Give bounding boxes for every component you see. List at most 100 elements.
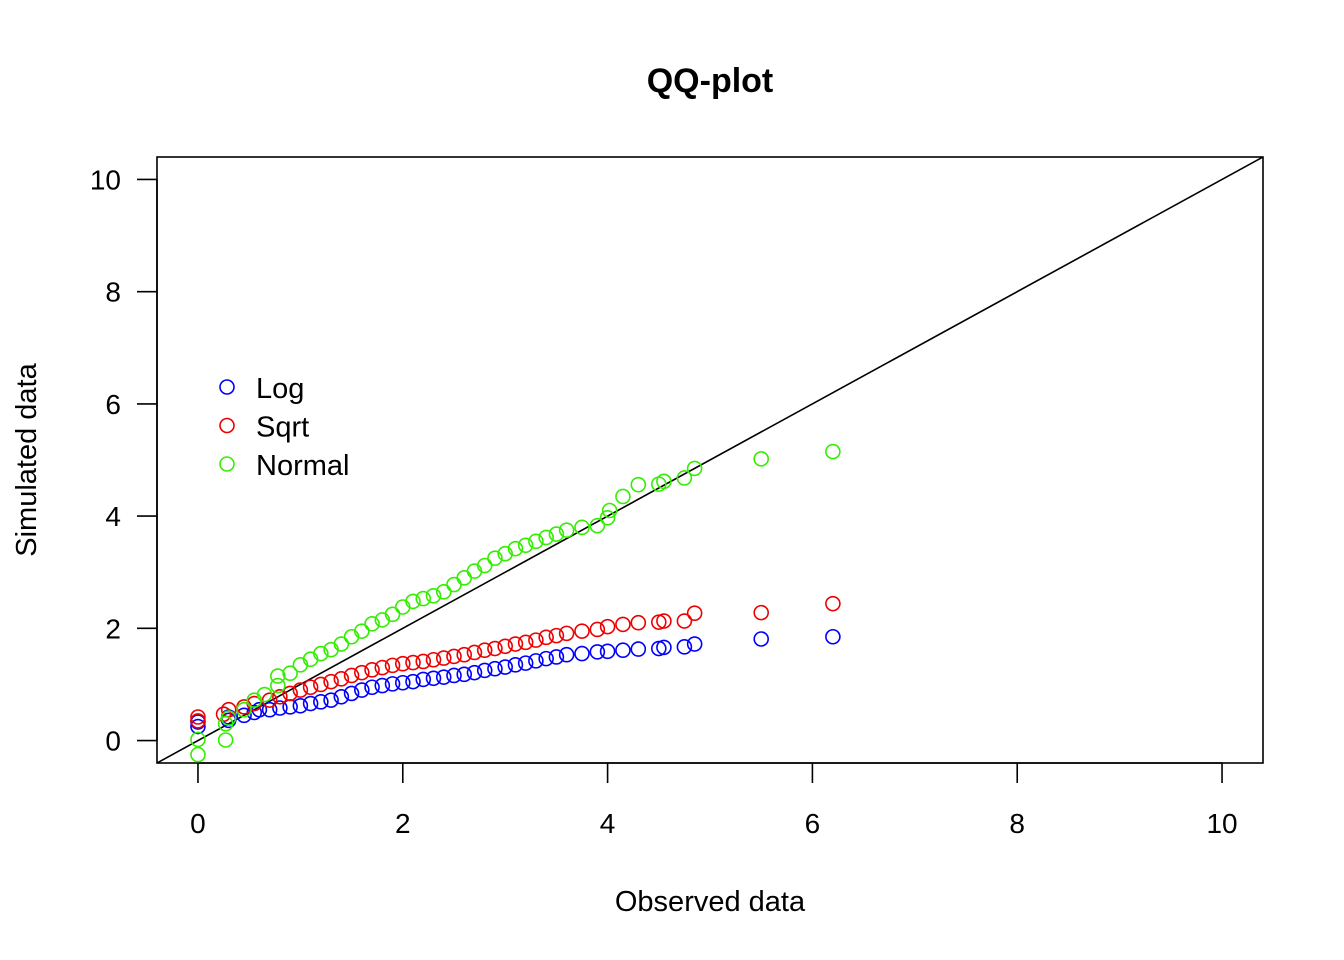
point-log xyxy=(538,650,554,667)
point-sqrt xyxy=(589,621,606,638)
point-sqrt xyxy=(302,679,319,696)
legend-marker-normal xyxy=(219,456,235,472)
point-log xyxy=(686,636,703,652)
reference-line xyxy=(157,157,1263,763)
point-sqrt xyxy=(676,613,693,629)
point-sqrt xyxy=(384,657,401,674)
point-sqrt xyxy=(435,650,452,666)
point-normal xyxy=(456,570,473,586)
point-log xyxy=(364,679,380,696)
point-sqrt xyxy=(599,618,616,635)
point-normal xyxy=(676,470,693,486)
point-sqrt xyxy=(558,625,575,642)
point-sqrt xyxy=(364,662,380,678)
point-log xyxy=(676,639,693,655)
legend-marker-sqrt xyxy=(219,417,235,434)
point-normal xyxy=(256,686,273,703)
point-log xyxy=(753,631,770,647)
point-normal xyxy=(574,519,590,536)
point-normal xyxy=(333,636,350,652)
point-log xyxy=(466,664,483,681)
point-log xyxy=(374,677,391,694)
point-sqrt xyxy=(476,642,493,659)
point-log xyxy=(261,701,278,718)
point-normal xyxy=(190,731,206,748)
y-axis-label: Simulated data xyxy=(11,362,43,556)
x-tick-label: 2 xyxy=(395,808,411,839)
legend-marker-log xyxy=(219,379,235,395)
point-normal xyxy=(558,522,575,538)
point-log xyxy=(558,646,575,663)
point-normal xyxy=(630,476,647,493)
point-log xyxy=(394,674,411,691)
point-normal xyxy=(517,537,534,554)
point-log xyxy=(599,643,616,660)
point-log xyxy=(497,659,513,675)
point-normal xyxy=(270,677,286,694)
point-log xyxy=(435,669,452,685)
point-normal xyxy=(364,616,380,632)
point-log xyxy=(507,657,524,673)
y-tick-label: 0 xyxy=(105,726,121,757)
point-normal xyxy=(354,623,370,639)
point-log xyxy=(517,655,534,671)
point-sqrt xyxy=(456,646,473,663)
point-sqrt xyxy=(292,682,309,698)
legend-label-normal: Normal xyxy=(256,450,349,482)
point-log xyxy=(190,718,206,735)
legend-label-sqrt: Sqrt xyxy=(256,412,309,444)
point-sqrt xyxy=(497,638,513,655)
point-normal xyxy=(446,576,462,593)
point-normal xyxy=(236,701,252,718)
point-normal xyxy=(476,557,493,574)
point-log xyxy=(236,707,252,724)
point-sqrt xyxy=(282,685,298,702)
x-axis-label: Observed data xyxy=(615,886,806,918)
point-log xyxy=(405,673,421,690)
point-sqrt xyxy=(323,673,339,690)
point-sqrt xyxy=(354,664,370,681)
point-log xyxy=(825,628,841,645)
point-sqrt xyxy=(394,655,411,672)
point-sqrt xyxy=(466,644,483,661)
point-log xyxy=(656,639,672,656)
point-normal xyxy=(313,645,329,662)
point-log xyxy=(487,660,503,677)
point-normal xyxy=(686,460,703,477)
point-normal xyxy=(217,732,234,748)
point-normal xyxy=(589,517,606,534)
x-tick-label: 0 xyxy=(190,808,206,839)
y-tick-label: 10 xyxy=(90,164,121,195)
point-sqrt xyxy=(507,636,524,652)
point-sqrt xyxy=(374,659,391,676)
point-normal xyxy=(548,526,565,542)
point-log xyxy=(415,671,432,688)
y-tick-label: 4 xyxy=(105,501,121,532)
x-tick-label: 6 xyxy=(805,808,821,839)
point-sqrt xyxy=(630,614,647,631)
point-normal xyxy=(507,540,524,557)
point-log xyxy=(446,667,462,684)
point-normal xyxy=(415,590,432,607)
point-log xyxy=(384,676,401,692)
point-sqrt xyxy=(425,651,442,668)
point-sqrt xyxy=(825,595,841,612)
point-sqrt xyxy=(215,706,232,722)
point-normal xyxy=(497,545,513,562)
point-log xyxy=(548,649,565,665)
point-normal xyxy=(282,665,298,682)
point-sqrt xyxy=(487,640,503,657)
point-sqrt xyxy=(415,653,432,670)
point-normal xyxy=(538,529,554,546)
x-tick-label: 10 xyxy=(1206,808,1237,839)
point-normal xyxy=(425,587,442,604)
point-sqrt xyxy=(538,629,554,646)
point-log xyxy=(272,700,288,716)
point-log xyxy=(343,685,360,702)
point-log xyxy=(476,662,493,679)
point-normal xyxy=(825,443,841,460)
point-log xyxy=(323,692,339,708)
point-normal xyxy=(615,488,631,505)
point-normal xyxy=(656,473,672,490)
